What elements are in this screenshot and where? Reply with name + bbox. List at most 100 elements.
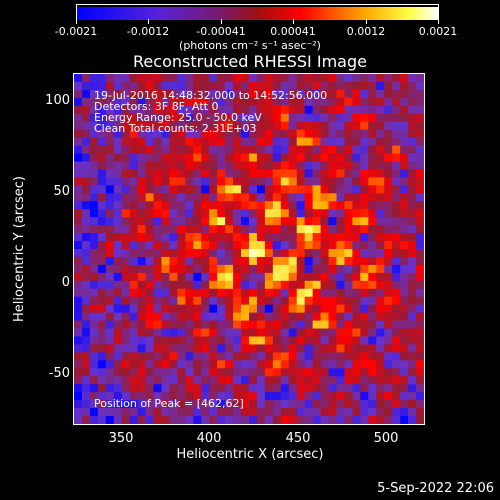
image-pixel (137, 320, 147, 330)
image-pixel (360, 249, 369, 258)
image-pixel (113, 312, 123, 322)
image-pixel (137, 217, 147, 226)
image-pixel (392, 304, 401, 314)
image-pixel (89, 360, 99, 369)
image-pixel (384, 145, 393, 155)
image-pixel (169, 97, 178, 107)
image-pixel (416, 121, 424, 131)
image-pixel (256, 392, 266, 401)
image-pixel (81, 74, 91, 83)
image-pixel (89, 376, 99, 385)
image-pixel (288, 264, 298, 274)
image-pixel (209, 328, 218, 338)
image-pixel (264, 137, 274, 147)
image-pixel (320, 368, 330, 377)
image-pixel (209, 177, 218, 186)
image-pixel (105, 328, 115, 338)
image-pixel (408, 384, 417, 393)
image-pixel (169, 376, 178, 385)
image-pixel (121, 233, 131, 242)
image-pixel (89, 336, 99, 346)
image-pixel (177, 137, 186, 147)
image-pixel (97, 368, 107, 377)
image-pixel (145, 137, 155, 147)
image-pixel (161, 376, 171, 385)
image-pixel (74, 416, 83, 424)
image-pixel (74, 105, 83, 115)
image-pixel (416, 296, 424, 306)
image-pixel (376, 304, 385, 314)
image-pixel (320, 288, 330, 298)
image-pixel (360, 241, 369, 250)
image-pixel (352, 225, 361, 234)
image-pixel (312, 288, 322, 298)
image-pixel (145, 352, 155, 361)
image-pixel (344, 296, 353, 306)
image-pixel (280, 320, 290, 330)
image-pixel (153, 209, 163, 218)
image-pixel (97, 137, 107, 147)
image-pixel (328, 368, 338, 377)
image-pixel (121, 408, 131, 417)
image-pixel (288, 416, 298, 424)
image-pixel (328, 296, 338, 306)
image-pixel (105, 193, 115, 202)
image-pixel (400, 352, 409, 361)
image-pixel (169, 121, 178, 131)
image-pixel (74, 360, 83, 369)
image-pixel (352, 74, 361, 83)
image-pixel (201, 193, 210, 202)
image-pixel (320, 121, 330, 131)
image-pixel (193, 129, 202, 139)
image-pixel (280, 360, 290, 369)
image-pixel (201, 105, 210, 115)
image-pixel (272, 161, 282, 171)
image-pixel (368, 384, 377, 393)
image-pixel (360, 129, 369, 139)
image-pixel (296, 137, 306, 147)
image-pixel (392, 241, 401, 250)
image-pixel (376, 121, 385, 131)
image-pixel (185, 137, 194, 147)
image-pixel (264, 296, 274, 306)
image-pixel (89, 89, 99, 99)
image-pixel (169, 241, 178, 250)
image-pixel (201, 368, 210, 377)
image-pixel (408, 81, 417, 91)
image-pixel (264, 105, 274, 115)
image-pixel (272, 264, 282, 274)
image-pixel (169, 384, 178, 393)
image-pixel (384, 400, 393, 409)
image-pixel (400, 344, 409, 353)
image-pixel (145, 392, 155, 401)
image-pixel (416, 153, 424, 163)
image-pixel (113, 392, 123, 401)
image-pixel (408, 169, 417, 178)
image-pixel (368, 336, 377, 346)
image-pixel (368, 416, 377, 424)
image-pixel (368, 121, 377, 131)
image-pixel (264, 241, 274, 250)
image-pixel (161, 280, 171, 290)
image-pixel (225, 320, 234, 330)
image-pixel (272, 233, 282, 242)
image-pixel (408, 113, 417, 123)
image-pixel (137, 352, 147, 361)
image-pixel (209, 209, 218, 218)
image-pixel (376, 97, 385, 107)
image-pixel (352, 113, 361, 123)
image-pixel (185, 288, 194, 298)
image-pixel (328, 169, 338, 178)
image-pixel (256, 320, 266, 330)
image-pixel (121, 312, 131, 322)
image-pixel (328, 384, 338, 393)
image-pixel (145, 272, 155, 282)
image-pixel (256, 264, 266, 274)
image-pixel (137, 105, 147, 115)
image-pixel (185, 225, 194, 234)
image-pixel (121, 416, 131, 424)
image-pixel (193, 400, 202, 409)
image-pixel (74, 400, 83, 409)
image-pixel (352, 368, 361, 377)
image-pixel (288, 121, 298, 131)
